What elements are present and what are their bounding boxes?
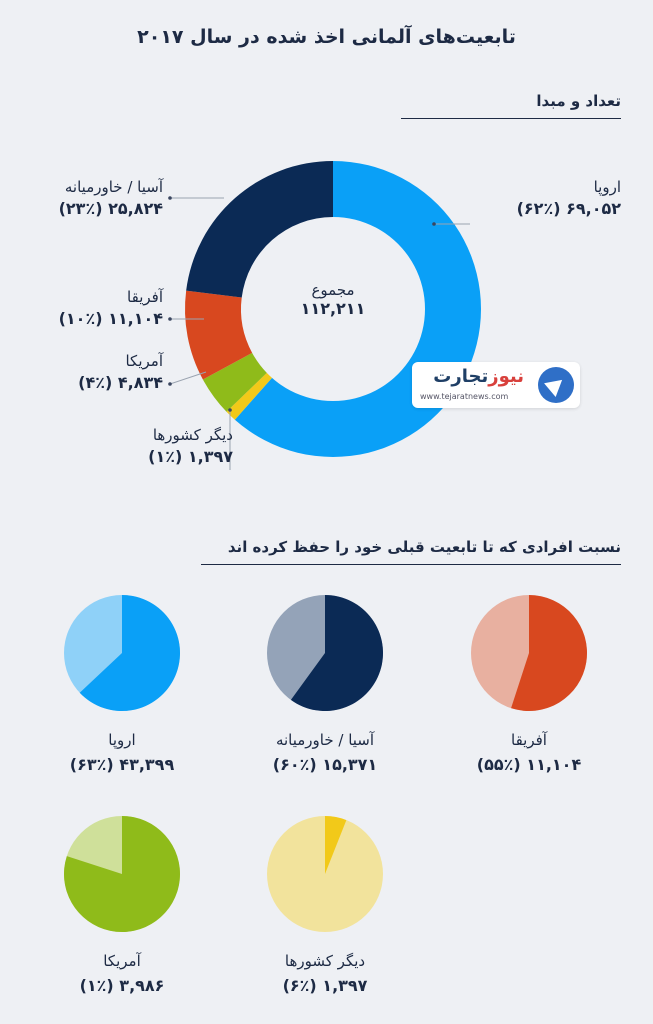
logo-site: www.tejaratnews.com [420, 392, 509, 401]
pie-label-name: دیگر کشورها [284, 952, 366, 970]
pie-label-figure: ۱۱,۱۰۴ (۵۵٪) [476, 755, 582, 774]
pie-card: اروپا ۴۳,۳۹۹ (۶۳٪) [37, 593, 207, 774]
section-heading-retention: نسبت افرادی که تا تابعیت قبلی خود را حفظ… [201, 538, 621, 565]
leader-europe-dot [432, 222, 436, 226]
label-asia: آسیا / خاورمیانه ۲۵,۸۲۴ (۲۳٪) [59, 176, 163, 220]
pie-africa [471, 595, 587, 711]
pie-card: آمریکا ۳,۹۸۶ (۱٪) [37, 814, 207, 995]
label-figure: ۱,۳۹۷ (۱٪) [148, 447, 233, 466]
label-america: آمریکا ۴,۸۳۴ (۴٪) [78, 350, 163, 394]
leader-other-dot [228, 408, 232, 412]
section-heading-origin: تعداد و مبدا [401, 92, 621, 119]
pie-card: آفریقا ۱۱,۱۰۴ (۵۵٪) [444, 593, 614, 774]
pie-retained-slice [290, 595, 383, 711]
logo-brand-red: نیوز [488, 366, 524, 387]
pie-label-name: آسیا / خاورمیانه [275, 731, 375, 749]
pie-label-name: آمریکا [103, 952, 141, 970]
donut-slice-asia [186, 161, 333, 298]
label-figure: ۴,۸۳۴ (۴٪) [78, 373, 163, 392]
pie-retained-slice [511, 595, 587, 711]
label-figure: ۲۵,۸۲۴ (۲۳٪) [58, 199, 163, 218]
label-africa: آفریقا ۱۱,۱۰۴ (۱۰٪) [59, 286, 163, 330]
label-name: دیگر کشورها [152, 426, 233, 444]
pie-card: آسیا / خاورمیانه ۱۵,۳۷۱ (۶۰٪) [240, 593, 410, 774]
pie-label-name: اروپا [108, 731, 136, 749]
donut-slice-america [202, 352, 267, 412]
pie-label-name: آفریقا [511, 731, 547, 749]
donut-center: مجموع ۱۱۲,۲۱۱ [281, 281, 385, 318]
donut-total-label: مجموع [311, 281, 355, 299]
label-name: آمریکا [125, 352, 163, 370]
leader-africa-dot [168, 317, 172, 321]
tejaratnews-logo: نیوزتجارت www.tejaratnews.com [412, 362, 580, 408]
pie-retained-slice [79, 595, 180, 711]
logo-mark-icon [538, 367, 574, 403]
pie-europe [64, 595, 180, 711]
pie-label-figure: ۱,۳۹۷ (۶٪) [282, 976, 368, 995]
logo-brand: نیوزتجارت [433, 366, 524, 387]
label-figure: ۶۹,۰۵۲ (۶۲٪) [516, 199, 621, 218]
leader-asia-dot [168, 196, 172, 200]
label-europe: اروپا ۶۹,۰۵۲ (۶۲٪) [517, 176, 621, 220]
leader-america-dot [168, 382, 172, 386]
pie-retained-slice [325, 816, 347, 874]
label-name: اروپا [593, 178, 621, 196]
donut-total-value: ۱۱۲,۲۱۱ [300, 299, 366, 318]
label-name: آفریقا [127, 288, 163, 306]
donut-slice-other [226, 372, 272, 420]
pie-asia [267, 595, 383, 711]
pie-other [267, 816, 383, 932]
label-name: آسیا / خاورمیانه [64, 178, 163, 196]
pie-america [63, 816, 180, 932]
label-figure: ۱۱,۱۰۴ (۱۰٪) [58, 309, 163, 328]
pie-card: دیگر کشورها ۱,۳۹۷ (۶٪) [240, 814, 410, 995]
donut-slice-africa [185, 290, 253, 380]
pie-retained-slice [63, 816, 180, 932]
donut-chart [168, 161, 481, 470]
pie-label-figure: ۱۵,۳۷۱ (۶۰٪) [272, 755, 378, 774]
pie-label-figure: ۴۳,۳۹۹ (۶۳٪) [69, 755, 175, 774]
leader-america [169, 371, 207, 385]
pie-label-figure: ۳,۹۸۶ (۱٪) [79, 976, 165, 995]
label-other: دیگر کشورها ۱,۳۹۷ (۱٪) [148, 424, 233, 468]
logo-brand-blue: تجارت [433, 366, 489, 387]
page-title: تابعیت‌های آلمانی اخذ شده در سال ۲۰۱۷ [137, 26, 516, 48]
